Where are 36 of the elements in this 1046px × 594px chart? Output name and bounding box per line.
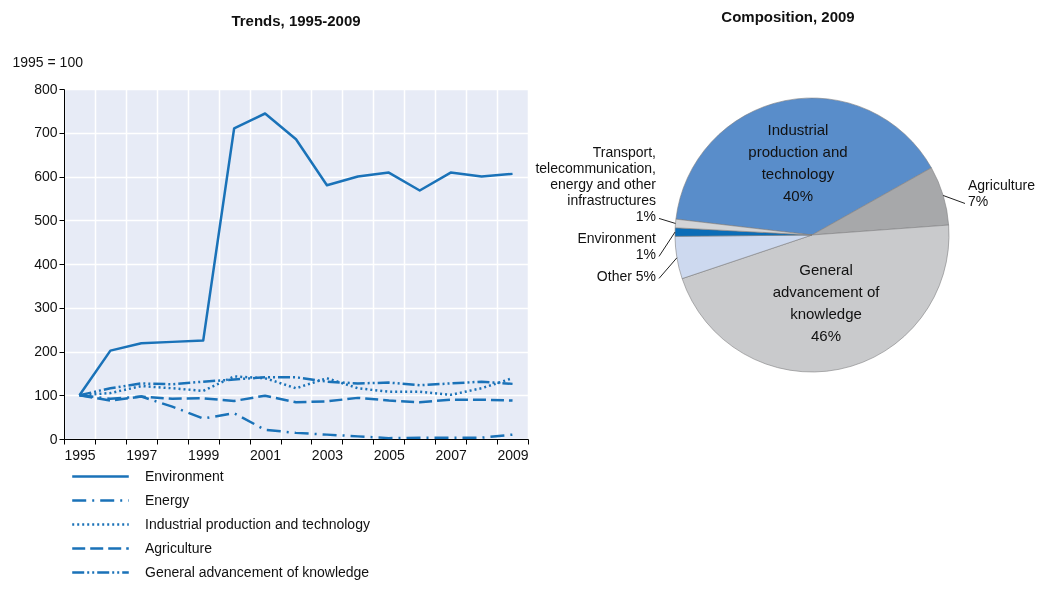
x-tick-label: 2001 (249, 446, 282, 463)
x-tick-label: 2003 (311, 446, 344, 463)
legend-label: General advancement of knowledge (145, 563, 370, 580)
data-label: 7% (968, 193, 989, 210)
y-tick-label: 400 (34, 255, 58, 272)
y-tick-label: 0 (49, 430, 58, 447)
data-label: 46% (811, 326, 842, 344)
data-label: 40% (782, 187, 813, 205)
slice-label: Agriculture (968, 177, 1036, 194)
y-tick-label: 300 (34, 299, 58, 316)
legend-label: Energy (145, 491, 190, 508)
chart-title: Composition, 2009 (721, 8, 855, 25)
y-tick-label: 700 (34, 124, 58, 141)
slice-label: Industrial production and technology (748, 121, 848, 183)
slice-label: General advancement of knowledge (772, 260, 881, 322)
x-tick-label: 1999 (188, 446, 220, 463)
y-axis-title: 1995 = 100 (12, 53, 84, 70)
x-tick-label: 2009 (497, 446, 529, 463)
slice-label: Other 5% (596, 268, 656, 285)
x-tick-label: 2007 (435, 446, 467, 463)
y-tick-label: 500 (34, 211, 58, 228)
legend-label: Industrial production and technology (145, 515, 370, 532)
x-tick-label: 1995 (64, 446, 96, 463)
legend-label: Environment (145, 467, 224, 484)
y-tick-label: 600 (34, 168, 58, 184)
y-tick-label: 800 (34, 80, 58, 97)
data-label: 1% (635, 208, 656, 225)
x-tick-label: 1997 (126, 446, 158, 463)
chart-title: Trends, 1995-2009 (231, 12, 361, 29)
y-tick-label: 200 (34, 343, 58, 359)
x-tick-label: 2005 (373, 446, 406, 463)
slice-label: Transport, telecommunication, energy and other infrastructures (535, 144, 657, 209)
data-label: 1% (635, 246, 656, 263)
legend-label: Agriculture (145, 539, 213, 556)
slice-label: Environment (577, 230, 657, 247)
y-tick-label: 100 (34, 386, 58, 403)
